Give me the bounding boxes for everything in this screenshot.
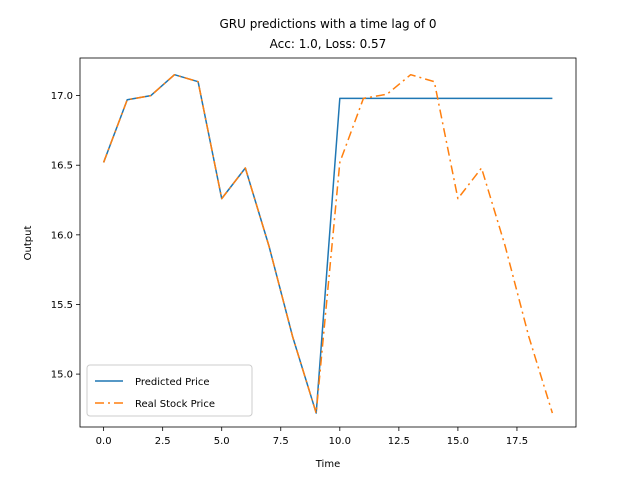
x-tick-label: 7.5 xyxy=(273,436,289,447)
y-tick-label: 15.5 xyxy=(51,300,73,311)
x-axis-title: Time xyxy=(315,459,340,470)
plot-area-frame xyxy=(79,57,577,428)
y-tick-label: 16.5 xyxy=(51,161,73,172)
y-tick-label: 16.0 xyxy=(51,230,73,241)
x-tick-label: 15.0 xyxy=(447,436,469,447)
series-line-real xyxy=(102,73,554,414)
x-tick-label: 17.5 xyxy=(506,436,528,447)
x-tick-label: 10.0 xyxy=(329,436,351,447)
legend-label-real: Real Stock Price xyxy=(135,399,215,410)
y-tick-label: 17.0 xyxy=(51,91,73,102)
chart-title: GRU predictions with a time lag of 0 xyxy=(219,17,436,31)
chart-subtitle: Acc: 1.0, Loss: 0.57 xyxy=(270,37,387,51)
x-tick-label: 12.5 xyxy=(388,436,410,447)
y-tick-label: 15.0 xyxy=(51,370,73,381)
plot-series xyxy=(102,73,554,414)
y-axis-ticks: 15.0 15.5 16.0 16.5 17.0 xyxy=(51,91,80,381)
y-axis-title: Output xyxy=(23,226,34,261)
x-tick-label: 2.5 xyxy=(155,436,171,447)
x-tick-label: 5.0 xyxy=(214,436,230,447)
legend: Predicted Price Real Stock Price xyxy=(86,364,253,417)
legend-box xyxy=(86,364,253,417)
x-tick-label: 0.0 xyxy=(96,436,112,447)
series-line-predicted xyxy=(102,73,553,414)
legend-label-predicted: Predicted Price xyxy=(135,377,210,388)
x-axis-ticks: 0.0 2.5 5.0 7.5 10.0 12.5 15.0 17.5 xyxy=(96,427,528,447)
